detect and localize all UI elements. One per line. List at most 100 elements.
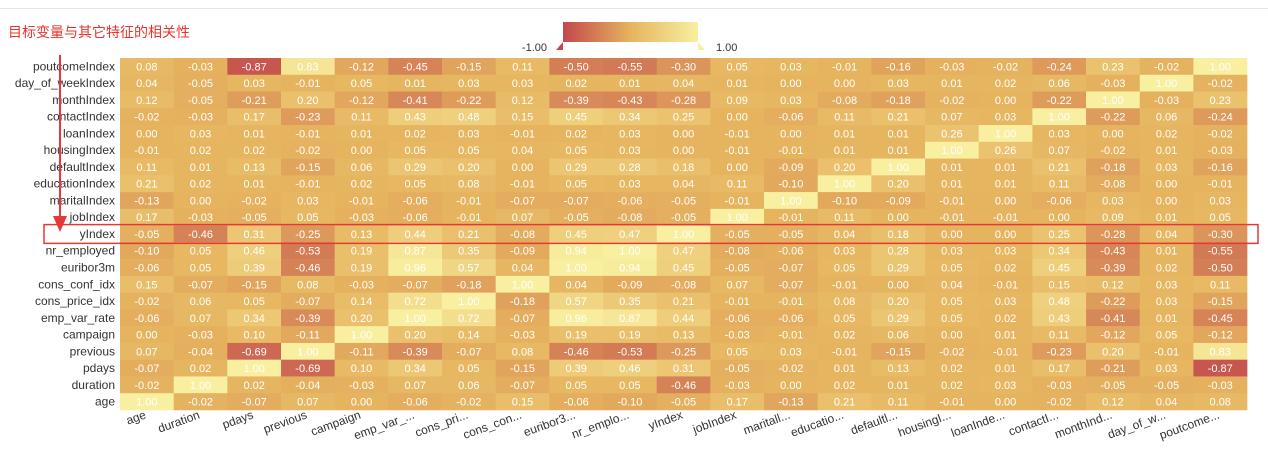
- heatmap-cell[interactable]: [495, 192, 550, 210]
- heatmap-cell[interactable]: [120, 158, 174, 176]
- heatmap-cell[interactable]: [978, 393, 1033, 411]
- heatmap-cell[interactable]: [281, 225, 335, 243]
- heatmap-cell[interactable]: [227, 125, 282, 143]
- heatmap-cell[interactable]: [227, 58, 282, 76]
- heatmap-cell[interactable]: [549, 192, 604, 210]
- heatmap-cell[interactable]: [281, 91, 335, 109]
- heatmap-cell[interactable]: [710, 58, 765, 76]
- heatmap-cell[interactable]: [871, 292, 926, 310]
- heatmap-cell[interactable]: [1193, 108, 1248, 126]
- heatmap-cell[interactable]: [120, 58, 174, 76]
- heatmap-cell[interactable]: [120, 326, 174, 344]
- heatmap-cell[interactable]: [1086, 275, 1141, 293]
- heatmap-cell[interactable]: [120, 125, 174, 143]
- heatmap-cell[interactable]: [334, 91, 389, 109]
- heatmap-cell[interactable]: [442, 58, 496, 76]
- heatmap-cell[interactable]: [978, 342, 1033, 360]
- heatmap-cell[interactable]: [603, 108, 657, 126]
- heatmap-cell[interactable]: [710, 125, 765, 143]
- heatmap-cell[interactable]: [173, 192, 228, 210]
- heatmap-cell[interactable]: [281, 376, 335, 394]
- heatmap-cell[interactable]: [388, 359, 443, 377]
- heatmap-cell[interactable]: [442, 158, 496, 176]
- heatmap-cell[interactable]: [388, 158, 443, 176]
- heatmap-cell[interactable]: [173, 393, 228, 411]
- heatmap-cell[interactable]: [549, 91, 604, 109]
- heatmap-cell[interactable]: [281, 108, 335, 126]
- heatmap-cell[interactable]: [1032, 393, 1087, 411]
- heatmap-cell[interactable]: [1086, 376, 1141, 394]
- heatmap-cell[interactable]: [603, 208, 657, 226]
- heatmap-cell[interactable]: [817, 242, 872, 260]
- heatmap-cell[interactable]: [1139, 58, 1194, 76]
- heatmap-cell[interactable]: [549, 125, 604, 143]
- heatmap-cell[interactable]: [1193, 342, 1248, 360]
- heatmap-cell[interactable]: [1032, 292, 1087, 310]
- heatmap-cell[interactable]: [120, 91, 174, 109]
- heatmap-cell[interactable]: [1032, 359, 1087, 377]
- heatmap-cell[interactable]: [1086, 359, 1141, 377]
- heatmap-cell[interactable]: [925, 242, 980, 260]
- heatmap-cell[interactable]: [388, 108, 443, 126]
- heatmap-cell[interactable]: [495, 108, 550, 126]
- heatmap-cell[interactable]: [334, 309, 389, 327]
- heatmap-cell[interactable]: [334, 141, 389, 159]
- heatmap-cell[interactable]: [978, 158, 1033, 176]
- heatmap-cell[interactable]: [978, 326, 1033, 344]
- heatmap-cell[interactable]: [495, 242, 550, 260]
- heatmap-cell[interactable]: [1139, 292, 1194, 310]
- heatmap-cell[interactable]: [1086, 74, 1141, 92]
- heatmap-cell[interactable]: [227, 158, 282, 176]
- heatmap-cell[interactable]: [549, 309, 604, 327]
- heatmap-cell[interactable]: [1032, 108, 1087, 126]
- heatmap-cell[interactable]: [334, 376, 389, 394]
- heatmap-cell[interactable]: [495, 91, 550, 109]
- heatmap-cell[interactable]: [1139, 376, 1194, 394]
- heatmap-cell[interactable]: [1032, 259, 1087, 277]
- heatmap-cell[interactable]: [764, 141, 819, 159]
- heatmap-cell[interactable]: [1139, 393, 1194, 411]
- heatmap-cell[interactable]: [120, 309, 174, 327]
- heatmap-cell[interactable]: [388, 342, 443, 360]
- heatmap-cell[interactable]: [388, 393, 443, 411]
- heatmap-cell[interactable]: [764, 342, 819, 360]
- heatmap-cell[interactable]: [817, 275, 872, 293]
- heatmap-cell[interactable]: [549, 242, 604, 260]
- heatmap-cell[interactable]: [281, 342, 335, 360]
- heatmap-cell[interactable]: [710, 158, 765, 176]
- heatmap-cell[interactable]: [925, 91, 980, 109]
- heatmap-cell[interactable]: [764, 259, 819, 277]
- heatmap-cell[interactable]: [1086, 225, 1141, 243]
- heatmap-cell[interactable]: [925, 108, 980, 126]
- heatmap-cell[interactable]: [1193, 225, 1248, 243]
- heatmap-cell[interactable]: [1139, 175, 1194, 193]
- heatmap-cell[interactable]: [925, 309, 980, 327]
- heatmap-cell[interactable]: [710, 326, 765, 344]
- heatmap-cell[interactable]: [281, 58, 335, 76]
- heatmap-cell[interactable]: [871, 158, 926, 176]
- heatmap-cell[interactable]: [871, 175, 926, 193]
- heatmap-cell[interactable]: [817, 225, 872, 243]
- heatmap-cell[interactable]: [925, 376, 980, 394]
- heatmap-cell[interactable]: [925, 326, 980, 344]
- heatmap-cell[interactable]: [442, 359, 496, 377]
- heatmap-cell[interactable]: [173, 125, 228, 143]
- heatmap-cell[interactable]: [549, 259, 604, 277]
- heatmap-cell[interactable]: [442, 242, 496, 260]
- heatmap-cell[interactable]: [334, 208, 389, 226]
- heatmap-cell[interactable]: [227, 91, 282, 109]
- heatmap-cell[interactable]: [764, 309, 819, 327]
- heatmap-cell[interactable]: [442, 91, 496, 109]
- heatmap-cell[interactable]: [656, 292, 711, 310]
- heatmap-cell[interactable]: [227, 74, 282, 92]
- heatmap-cell[interactable]: [388, 192, 443, 210]
- heatmap-cell[interactable]: [495, 125, 550, 143]
- heatmap-cell[interactable]: [227, 141, 282, 159]
- heatmap-cell[interactable]: [978, 259, 1033, 277]
- heatmap-cell[interactable]: [764, 158, 819, 176]
- heatmap-cell[interactable]: [388, 141, 443, 159]
- heatmap-cell[interactable]: [227, 359, 282, 377]
- heatmap-cell[interactable]: [173, 91, 228, 109]
- heatmap-cell[interactable]: [871, 242, 926, 260]
- heatmap-cell[interactable]: [120, 292, 174, 310]
